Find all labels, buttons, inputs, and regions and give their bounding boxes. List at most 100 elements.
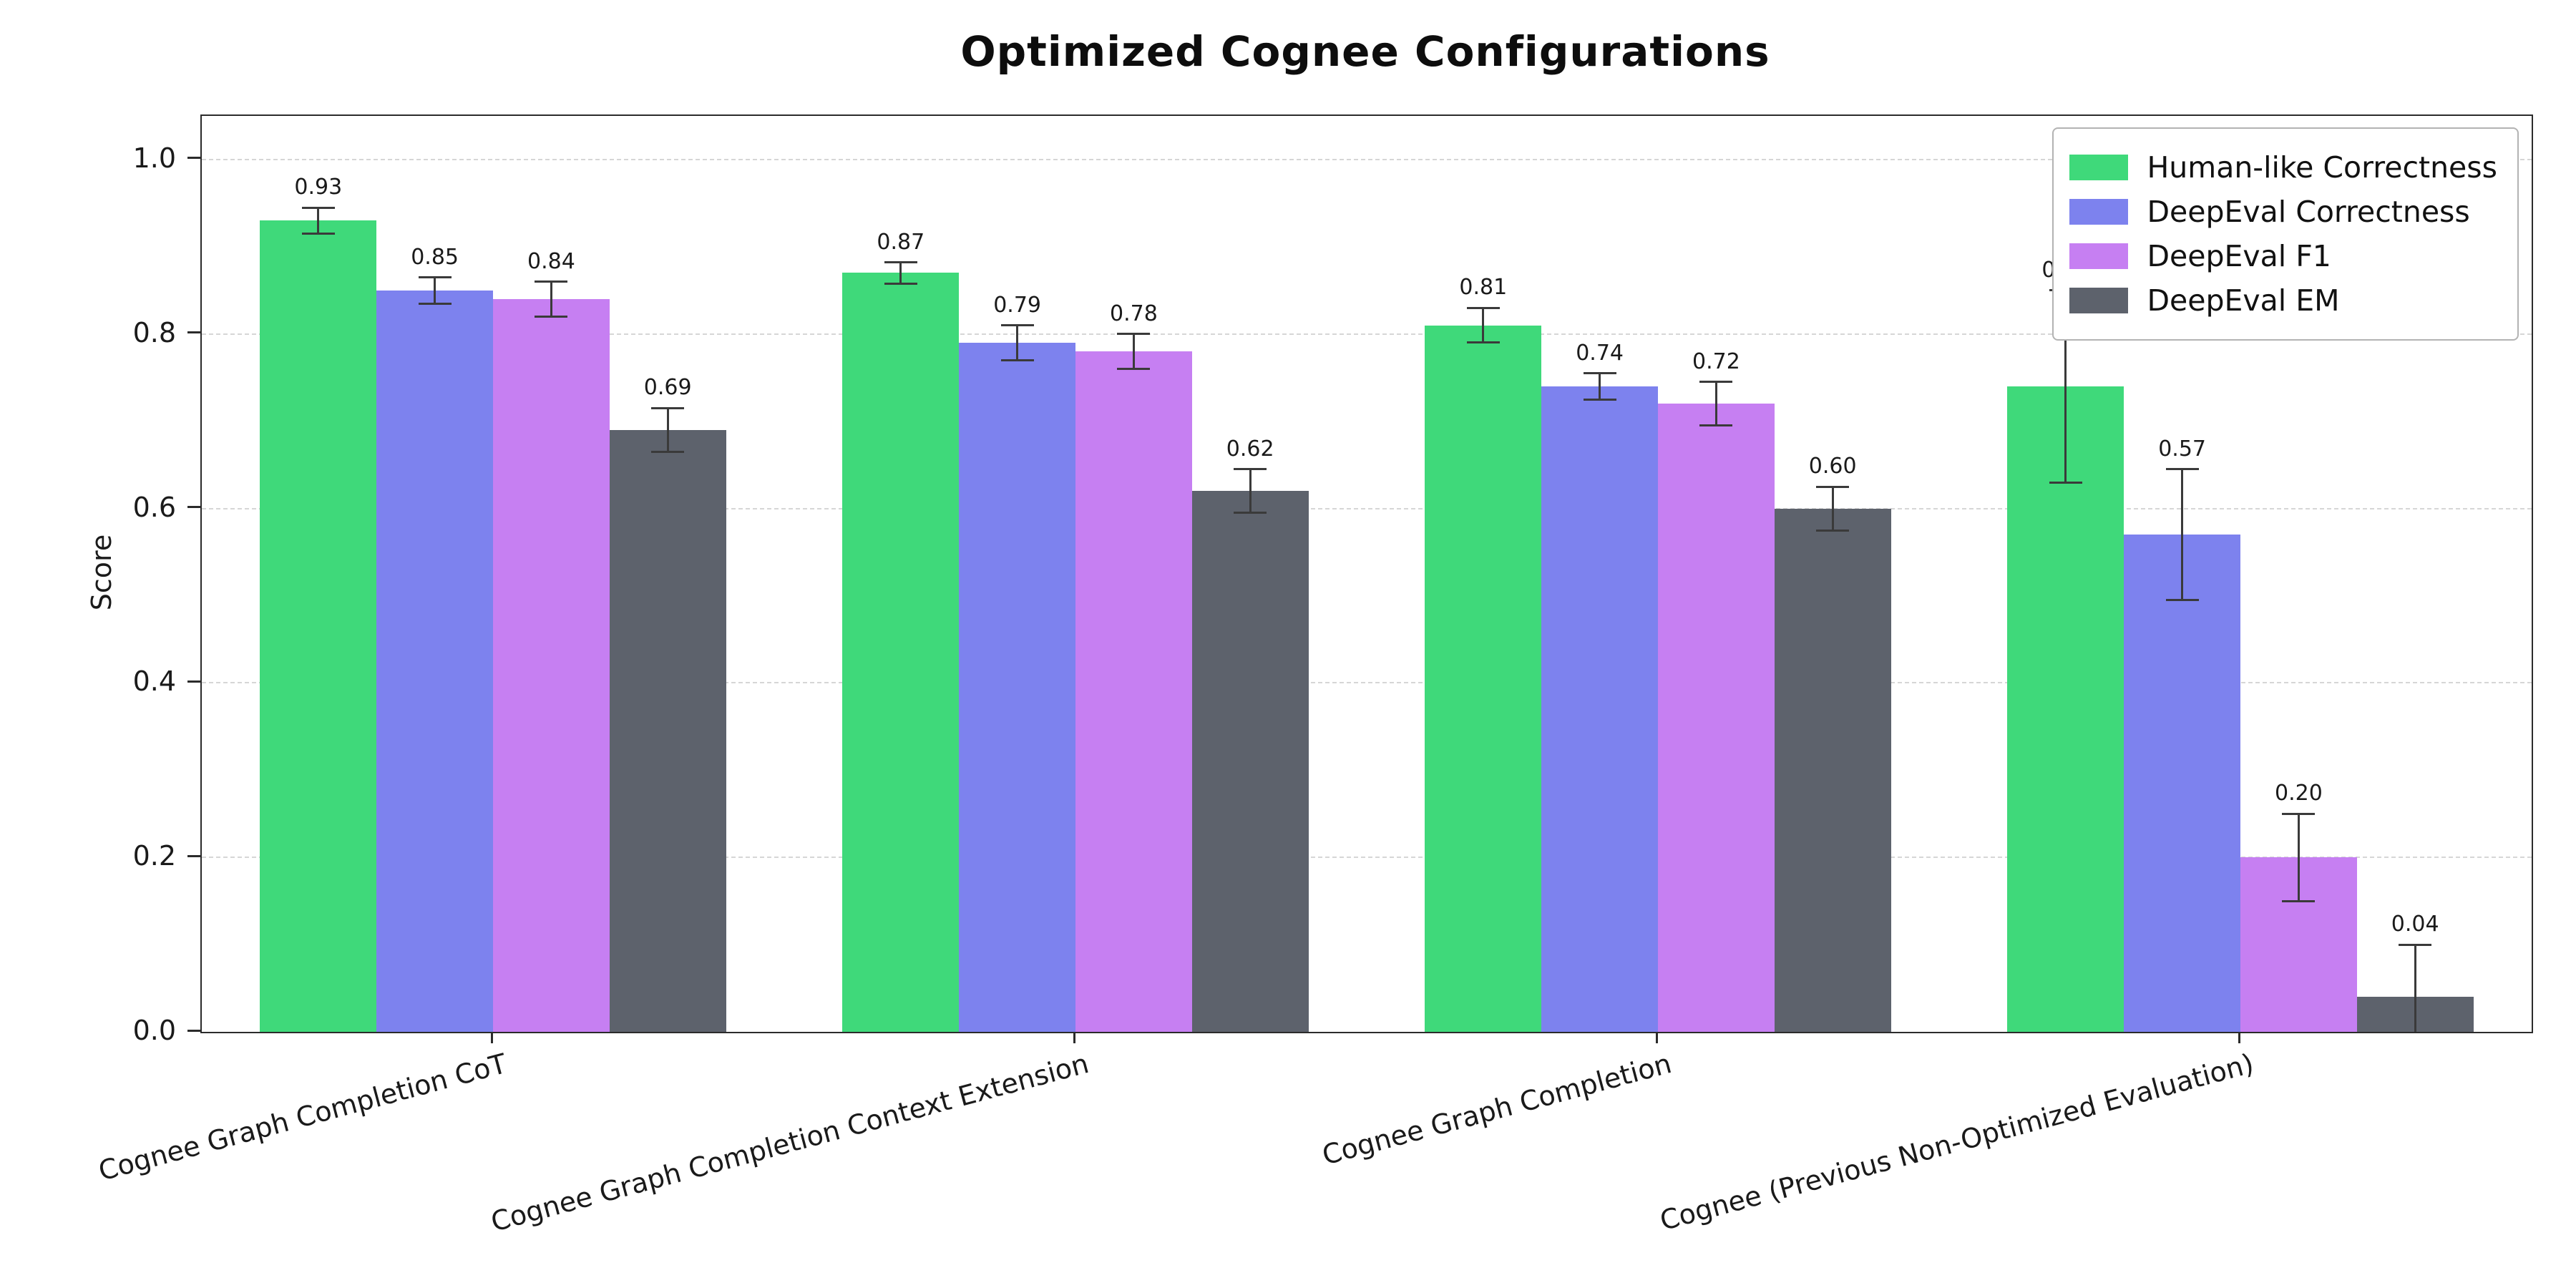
legend: Human-like Correctness DeepEval Correctne…	[2052, 127, 2519, 341]
bar-value-label: 0.57	[2158, 436, 2206, 462]
error-bar-cap	[2165, 468, 2199, 471]
y-tick-mark	[187, 680, 200, 683]
bar-value-label: 0.81	[1459, 275, 1508, 301]
plot-area: Human-like Correctness DeepEval Correctne…	[200, 114, 2533, 1033]
bar-value-label: 0.78	[1109, 301, 1158, 326]
gridline	[202, 158, 2532, 160]
bar-value-label: 0.93	[294, 175, 343, 200]
y-tick-mark	[187, 157, 200, 160]
error-bar-cap	[301, 233, 335, 235]
error-bar	[434, 277, 436, 304]
bar-deepeval-correctness	[2124, 535, 2240, 1032]
bar-deepeval-f1	[1075, 351, 1192, 1032]
error-bar-cap	[651, 450, 685, 453]
legend-label: DeepEval F1	[2147, 239, 2331, 273]
y-tick-mark	[187, 854, 200, 857]
bar-deepeval-correctness	[1541, 386, 1658, 1032]
legend-item-deepeval-correctness: DeepEval Correctness	[2069, 195, 2497, 229]
error-bar	[1482, 308, 1485, 343]
x-tick-mark	[2238, 1032, 2240, 1043]
error-bar	[2064, 290, 2067, 482]
error-bar-cap	[1117, 333, 1151, 336]
gridline	[202, 857, 2532, 859]
bar-human-like-correctness	[260, 220, 377, 1032]
bar-deepeval-em	[1191, 491, 1309, 1032]
y-tick-label: 1.0	[132, 142, 176, 174]
error-bar-cap	[535, 315, 568, 318]
error-bar-cap	[1699, 424, 1733, 427]
error-bar	[317, 208, 320, 234]
legend-swatch	[2069, 155, 2129, 180]
error-bar-cap	[2282, 812, 2316, 815]
error-bar-cap	[2282, 899, 2316, 902]
error-bar-cap	[651, 406, 685, 409]
legend-item-deepeval-f1: DeepEval F1	[2069, 239, 2497, 273]
error-bar	[1016, 325, 1019, 361]
error-bar	[2414, 945, 2416, 1032]
error-bar-cap	[1583, 372, 1616, 375]
error-bar	[1599, 373, 1601, 400]
y-tick-label: 0.0	[132, 1015, 176, 1046]
bar-human-like-correctness	[2007, 386, 2124, 1032]
legend-swatch	[2069, 243, 2129, 269]
bar-value-label: 0.69	[643, 375, 692, 401]
error-bar-cap	[884, 282, 917, 285]
error-bar-cap	[535, 280, 568, 283]
bar-value-label: 0.72	[1692, 348, 1740, 374]
legend-item-deepeval-em: DeepEval EM	[2069, 283, 2497, 318]
bar-value-label: 0.74	[1576, 340, 1624, 366]
chart-title: Optimized Cognee Configurations	[960, 27, 1770, 76]
legend-swatch	[2069, 199, 2129, 225]
bar-human-like-correctness	[1425, 325, 1542, 1032]
x-tick-mark	[1655, 1032, 1658, 1043]
gridline	[202, 682, 2532, 684]
legend-label: DeepEval Correctness	[2147, 195, 2470, 229]
error-bar-cap	[884, 261, 917, 264]
x-tick-label: Cognee (Previous Non-Optimized Evaluatio…	[1657, 1048, 2258, 1237]
error-bar-cap	[2165, 599, 2199, 602]
bar-value-label: 0.62	[1226, 436, 1274, 462]
error-bar-cap	[1234, 512, 1267, 514]
error-bar	[1714, 381, 1717, 426]
bar-value-label: 0.20	[2274, 781, 2323, 806]
error-bar	[666, 408, 669, 452]
legend-item-human-like-correctness: Human-like Correctness	[2069, 150, 2497, 185]
error-bar-cap	[1583, 398, 1616, 401]
y-tick-mark	[187, 331, 200, 334]
x-tick-mark	[490, 1032, 493, 1043]
legend-swatch	[2069, 288, 2129, 313]
bar-value-label: 0.85	[411, 244, 459, 270]
legend-label: DeepEval EM	[2147, 283, 2340, 318]
error-bar	[2181, 469, 2184, 600]
bar-deepeval-f1	[493, 299, 610, 1032]
error-bar-cap	[418, 276, 452, 279]
bar-deepeval-em	[609, 429, 726, 1032]
gridline	[202, 333, 2532, 335]
y-tick-label: 0.4	[132, 665, 176, 698]
gridline	[202, 507, 2532, 509]
error-bar	[1132, 333, 1135, 369]
error-bar	[1249, 469, 1252, 513]
y-tick-label: 0.2	[132, 840, 176, 872]
y-tick-label: 0.6	[132, 491, 176, 523]
error-bar-cap	[1466, 341, 1500, 344]
bar-value-label: 0.79	[993, 292, 1041, 318]
legend-label: Human-like Correctness	[2147, 150, 2497, 185]
error-bar-cap	[1816, 485, 1850, 488]
error-bar	[550, 281, 552, 317]
y-tick-mark	[187, 506, 200, 509]
bar-deepeval-correctness	[376, 290, 493, 1032]
error-bar	[1831, 487, 1834, 531]
error-bar-cap	[1000, 324, 1034, 327]
error-bar-cap	[301, 206, 335, 209]
y-tick-label: 0.8	[132, 316, 176, 348]
bar-value-label: 0.04	[2391, 912, 2439, 937]
bar-value-label: 0.60	[1808, 454, 1857, 479]
error-bar-cap	[1000, 358, 1034, 361]
error-bar-cap	[1234, 468, 1267, 471]
bar-deepeval-correctness	[959, 342, 1075, 1032]
error-bar-cap	[1816, 529, 1850, 532]
error-bar-cap	[1466, 306, 1500, 309]
bar-deepeval-f1	[1658, 404, 1775, 1032]
